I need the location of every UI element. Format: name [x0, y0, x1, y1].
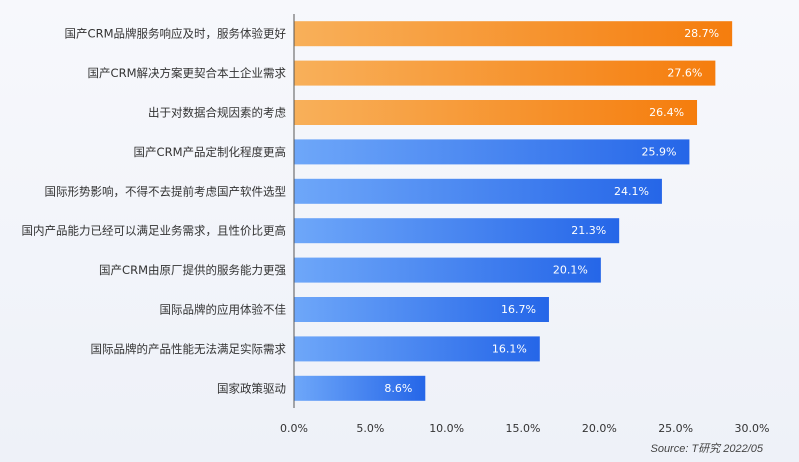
bar — [294, 21, 733, 47]
x-tick-label: 10.0% — [429, 422, 464, 435]
value-label: 25.9% — [641, 145, 676, 158]
bar — [294, 297, 549, 322]
category-label: 国际品牌的产品性能无法满足实际需求 — [91, 342, 287, 356]
value-label: 27.6% — [667, 67, 702, 80]
category-label: 国产CRM解决方案更契合本土企业需求 — [88, 66, 287, 80]
bar — [294, 100, 698, 125]
bar — [294, 178, 662, 204]
value-label: 8.6% — [384, 382, 412, 395]
value-label: 21.3% — [571, 224, 606, 237]
bar — [294, 60, 716, 86]
bar — [294, 139, 690, 165]
bars-layer: 国产CRM品牌服务响应及时，服务体验更好 28.7% 国产CRM解决方案更契合本土企… — [22, 21, 733, 401]
value-label: 20.1% — [553, 264, 588, 277]
x-tick-label: 30.0% — [735, 422, 770, 435]
category-label: 国家政策驱动 — [217, 381, 286, 395]
bar — [294, 218, 620, 244]
category-label: 国际形势影响，不得不去提前考虑国产软件选型 — [45, 184, 287, 198]
x-tick-label: 25.0% — [658, 422, 693, 435]
category-label: 国产CRM产品定制化程度更高 — [134, 145, 286, 159]
source-note: Source: T研究 2022/05 — [650, 443, 763, 455]
x-axis-ticks: 0.0% 5.0% 10.0% 15.0% 20.0% 25.0% 30.0% — [280, 422, 769, 435]
category-label: 国际品牌的应用体验不佳 — [160, 303, 287, 317]
x-tick-label: 0.0% — [280, 422, 308, 435]
x-tick-label: 20.0% — [582, 422, 617, 435]
bar — [294, 257, 601, 283]
category-label: 出于对数据合规因素的考虑 — [148, 106, 286, 120]
value-label: 26.4% — [649, 106, 684, 119]
value-label: 28.7% — [684, 27, 719, 40]
value-label: 24.1% — [614, 185, 649, 198]
x-tick-label: 5.0% — [356, 422, 384, 435]
value-label: 16.7% — [501, 303, 536, 316]
category-label: 国内产品能力已经可以满足业务需求，且性价比更高 — [22, 224, 287, 238]
x-tick-label: 15.0% — [506, 422, 541, 435]
bar — [294, 336, 540, 362]
value-label: 16.1% — [492, 342, 527, 355]
category-label: 国产CRM由原厂提供的服务能力更强 — [99, 263, 286, 277]
category-label: 国产CRM品牌服务响应及时，服务体验更好 — [65, 27, 287, 41]
bar — [294, 375, 426, 401]
